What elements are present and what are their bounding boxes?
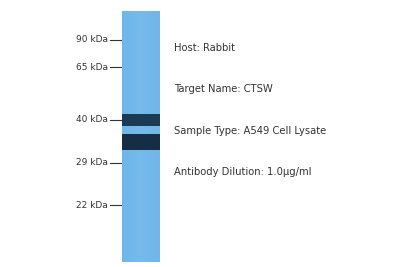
Bar xyxy=(122,113,160,126)
Text: 40 kDa: 40 kDa xyxy=(76,115,108,124)
Text: 22 kDa: 22 kDa xyxy=(76,201,108,210)
Text: 90 kDa: 90 kDa xyxy=(76,35,108,44)
Bar xyxy=(122,134,160,151)
Text: 29 kDa: 29 kDa xyxy=(76,158,108,167)
Text: Sample Type: A549 Cell Lysate: Sample Type: A549 Cell Lysate xyxy=(174,126,326,136)
Text: Antibody Dilution: 1.0μg/ml: Antibody Dilution: 1.0μg/ml xyxy=(174,167,312,177)
Text: 65 kDa: 65 kDa xyxy=(76,63,108,72)
Text: Host: Rabbit: Host: Rabbit xyxy=(174,43,235,53)
Text: Target Name: CTSW: Target Name: CTSW xyxy=(174,84,273,95)
